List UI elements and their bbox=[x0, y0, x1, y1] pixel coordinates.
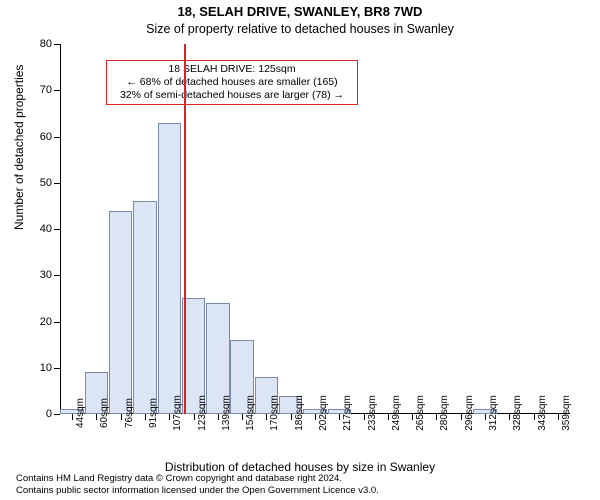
x-tick-label: 217sqm bbox=[342, 395, 353, 431]
y-axis-spine bbox=[60, 44, 61, 414]
histogram-bar bbox=[133, 201, 157, 414]
x-tick-label: 280sqm bbox=[439, 395, 450, 431]
x-tick-label: 249sqm bbox=[391, 395, 402, 431]
x-tick-label: 265sqm bbox=[415, 395, 426, 431]
x-tick bbox=[291, 414, 292, 420]
x-tick-label: 343sqm bbox=[537, 395, 548, 431]
y-tick bbox=[54, 322, 60, 323]
x-tick bbox=[558, 414, 559, 420]
x-tick bbox=[485, 414, 486, 420]
x-tick bbox=[96, 414, 97, 420]
y-tick bbox=[54, 183, 60, 184]
y-tick bbox=[54, 368, 60, 369]
x-tick bbox=[218, 414, 219, 420]
x-tick bbox=[509, 414, 510, 420]
x-tick bbox=[339, 414, 340, 420]
reference-line bbox=[184, 44, 186, 414]
chart-container: 18, SELAH DRIVE, SWANLEY, BR8 7WD Size o… bbox=[0, 0, 600, 500]
y-tick-label: 40 bbox=[40, 223, 52, 235]
annotation-line: 32% of semi-detached houses are larger (… bbox=[113, 89, 351, 102]
y-tick-label: 0 bbox=[46, 408, 52, 420]
plot-area: 18 SELAH DRIVE: 125sqm ← 68% of detached… bbox=[60, 44, 570, 414]
x-axis-label: Distribution of detached houses by size … bbox=[0, 460, 600, 474]
y-tick bbox=[54, 44, 60, 45]
annotation-line: ← 68% of detached houses are smaller (16… bbox=[113, 76, 351, 89]
y-tick bbox=[54, 137, 60, 138]
x-tick bbox=[194, 414, 195, 420]
x-tick bbox=[436, 414, 437, 420]
x-tick bbox=[169, 414, 170, 420]
x-tick bbox=[121, 414, 122, 420]
x-tick bbox=[315, 414, 316, 420]
annotation-line: 18 SELAH DRIVE: 125sqm bbox=[113, 63, 351, 76]
histogram-bar bbox=[109, 211, 133, 415]
x-tick bbox=[145, 414, 146, 420]
y-tick-label: 80 bbox=[40, 38, 52, 50]
y-tick-label: 70 bbox=[40, 84, 52, 96]
y-tick-label: 10 bbox=[40, 362, 52, 374]
x-tick bbox=[412, 414, 413, 420]
histogram-bar bbox=[158, 123, 182, 414]
footer-line: Contains HM Land Registry data © Crown c… bbox=[16, 473, 379, 484]
x-tick bbox=[72, 414, 73, 420]
y-tick-label: 20 bbox=[40, 316, 52, 328]
y-tick bbox=[54, 414, 60, 415]
x-tick-label: 328sqm bbox=[512, 395, 523, 431]
x-tick-label: 312sqm bbox=[488, 395, 499, 431]
footer-line: Contains public sector information licen… bbox=[16, 485, 379, 496]
y-tick-label: 30 bbox=[40, 269, 52, 281]
y-tick-label: 50 bbox=[40, 177, 52, 189]
page-title: 18, SELAH DRIVE, SWANLEY, BR8 7WD bbox=[0, 4, 600, 19]
reference-annotation: 18 SELAH DRIVE: 125sqm ← 68% of detached… bbox=[106, 60, 358, 105]
x-tick bbox=[242, 414, 243, 420]
x-tick bbox=[534, 414, 535, 420]
x-tick-label: 359sqm bbox=[561, 395, 572, 431]
y-tick-label: 60 bbox=[40, 131, 52, 143]
x-tick bbox=[364, 414, 365, 420]
footer: Contains HM Land Registry data © Crown c… bbox=[16, 473, 379, 496]
x-tick bbox=[266, 414, 267, 420]
y-tick bbox=[54, 229, 60, 230]
y-axis-label: Number of detached properties bbox=[12, 65, 26, 230]
x-tick-label: 233sqm bbox=[367, 395, 378, 431]
page-subtitle: Size of property relative to detached ho… bbox=[0, 22, 600, 36]
y-tick bbox=[54, 275, 60, 276]
x-tick bbox=[461, 414, 462, 420]
y-tick bbox=[54, 90, 60, 91]
x-tick bbox=[388, 414, 389, 420]
